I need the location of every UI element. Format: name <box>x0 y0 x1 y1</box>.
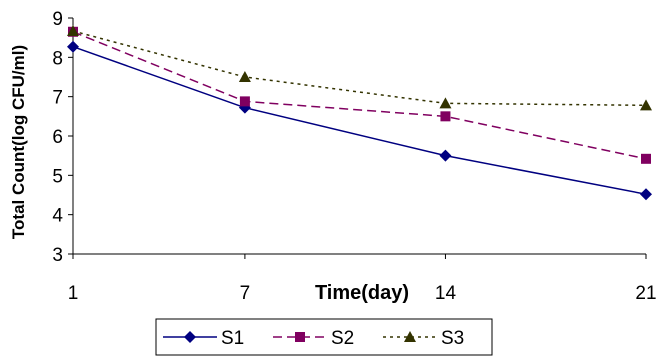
legend-item-s3: S3 <box>383 328 464 349</box>
legend-marker <box>295 332 305 342</box>
legend-item-s2: S2 <box>273 328 354 349</box>
y-axis: 3 4 5 6 7 8 9 <box>52 9 74 266</box>
data-point-s1 <box>439 149 452 162</box>
x-axis: 1 7 14 21 <box>68 253 657 304</box>
data-point-s3 <box>67 24 79 36</box>
data-point-s2 <box>239 96 250 107</box>
legend: S1 S2 S3 <box>155 318 493 356</box>
y-tick-label: 4 <box>52 206 63 227</box>
legend-label: S1 <box>221 328 244 349</box>
y-tick-label: 8 <box>52 48 63 69</box>
x-tick-label: 21 <box>635 283 656 304</box>
data-point-s2 <box>641 153 651 164</box>
y-tick-label: 7 <box>52 88 63 109</box>
legend-item-s1: S1 <box>163 328 244 349</box>
series-layer <box>67 24 652 201</box>
y-tick-label: 9 <box>52 9 63 30</box>
data-point-s3 <box>640 99 652 111</box>
data-point-s3 <box>238 71 251 82</box>
y-axis-title: Total Count(log CFU/ml) <box>9 45 28 239</box>
series-s3 <box>67 24 652 111</box>
x-tick-label: 1 <box>68 283 79 304</box>
legend-label: S2 <box>331 328 354 349</box>
y-tick-label: 5 <box>52 166 63 187</box>
data-point-s1 <box>67 40 79 53</box>
legend-marker <box>184 331 196 343</box>
legend-label: S3 <box>441 328 464 349</box>
data-point-s1 <box>640 188 652 201</box>
y-tick-label: 6 <box>52 127 63 148</box>
x-tick-label: 7 <box>240 283 251 304</box>
x-axis-title: Time(day) <box>315 282 409 304</box>
data-point-s3 <box>439 97 452 109</box>
series-line-s1 <box>72 46 647 195</box>
data-point-s2 <box>440 111 451 122</box>
series-line-s2 <box>72 31 647 160</box>
legend-marker <box>404 331 416 342</box>
y-tick-label: 3 <box>52 245 63 266</box>
series-line-s3 <box>72 30 647 107</box>
x-tick-label: 14 <box>435 283 457 304</box>
series-s2 <box>68 26 651 164</box>
